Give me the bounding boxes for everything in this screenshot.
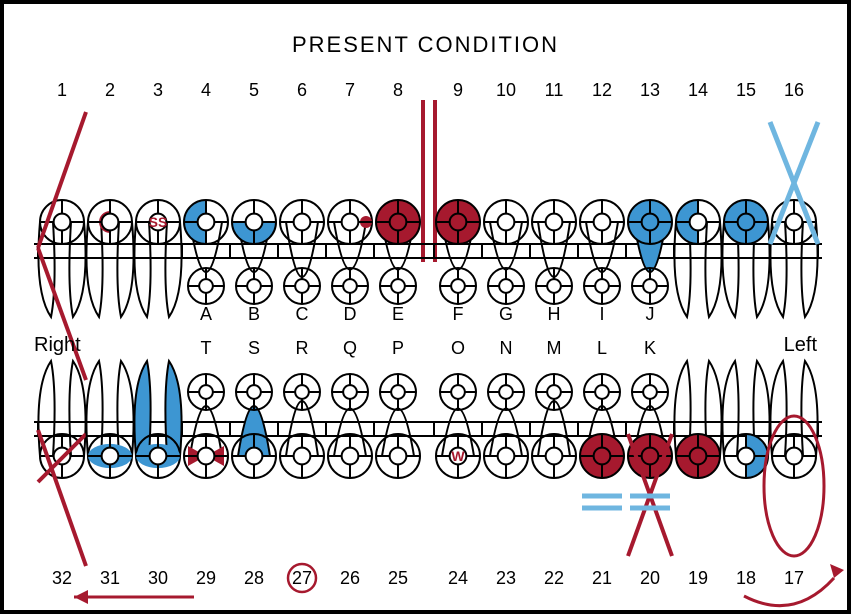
svg-text:14: 14 <box>688 80 708 100</box>
svg-text:29: 29 <box>196 568 216 588</box>
svg-text:E: E <box>392 304 404 324</box>
svg-text:20: 20 <box>640 568 660 588</box>
svg-text:19: 19 <box>688 568 708 588</box>
svg-text:16: 16 <box>784 80 804 100</box>
svg-text:I: I <box>599 304 604 324</box>
svg-text:H: H <box>548 304 561 324</box>
svg-text:4: 4 <box>201 80 211 100</box>
svg-text:31: 31 <box>100 568 120 588</box>
label-left: Left <box>784 334 817 357</box>
svg-text:11: 11 <box>545 80 564 100</box>
svg-text:27: 27 <box>292 568 312 588</box>
label-right: Right <box>34 334 81 357</box>
svg-text:J: J <box>646 304 655 324</box>
svg-text:23: 23 <box>496 568 516 588</box>
svg-text:17: 17 <box>784 568 804 588</box>
svg-text:21: 21 <box>592 568 612 588</box>
svg-text:Q: Q <box>343 338 357 358</box>
svg-text:15: 15 <box>736 80 756 100</box>
svg-text:9: 9 <box>453 80 463 100</box>
svg-text:26: 26 <box>340 568 360 588</box>
svg-text:25: 25 <box>388 568 408 588</box>
svg-text:28: 28 <box>244 568 264 588</box>
svg-text:M: M <box>547 338 562 358</box>
svg-text:SS: SS <box>149 214 168 230</box>
chart-svg: SSW1234567891011121314151632313029282726… <box>4 4 847 610</box>
svg-text:22: 22 <box>544 568 564 588</box>
svg-text:R: R <box>296 338 309 358</box>
svg-text:T: T <box>201 338 212 358</box>
svg-text:8: 8 <box>393 80 403 100</box>
svg-text:P: P <box>392 338 404 358</box>
svg-text:3: 3 <box>153 80 163 100</box>
svg-text:12: 12 <box>592 80 612 100</box>
svg-text:13: 13 <box>640 80 660 100</box>
svg-text:18: 18 <box>736 568 756 588</box>
svg-text:32: 32 <box>52 568 72 588</box>
svg-text:2: 2 <box>105 80 115 100</box>
svg-text:6: 6 <box>297 80 307 100</box>
svg-text:D: D <box>344 304 357 324</box>
svg-text:A: A <box>200 304 212 324</box>
svg-text:30: 30 <box>148 568 168 588</box>
svg-text:B: B <box>248 304 260 324</box>
svg-text:L: L <box>597 338 607 358</box>
svg-text:5: 5 <box>249 80 259 100</box>
svg-text:C: C <box>296 304 309 324</box>
dental-chart-frame: PRESENT CONDITION SSW1234567891011121314… <box>0 0 851 614</box>
svg-text:W: W <box>451 448 465 464</box>
svg-text:S: S <box>248 338 260 358</box>
svg-text:F: F <box>453 304 464 324</box>
svg-text:N: N <box>500 338 513 358</box>
svg-text:K: K <box>644 338 656 358</box>
svg-text:G: G <box>499 304 513 324</box>
svg-text:O: O <box>451 338 465 358</box>
svg-text:24: 24 <box>448 568 468 588</box>
svg-text:7: 7 <box>345 80 355 100</box>
svg-text:1: 1 <box>57 80 67 100</box>
svg-text:10: 10 <box>496 80 516 100</box>
